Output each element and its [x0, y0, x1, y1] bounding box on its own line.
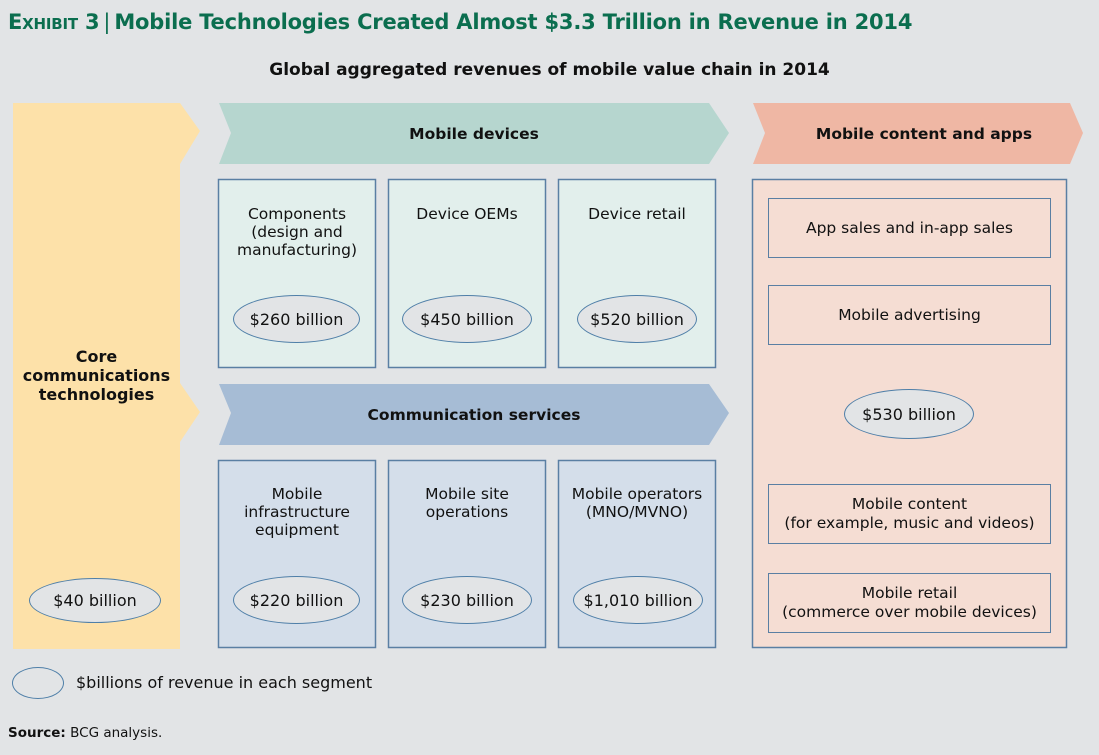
source-label: Source:	[8, 725, 66, 741]
source-note: Source: BCG analysis.	[8, 725, 162, 741]
device-retail-revenue-value: $520 billion	[577, 295, 697, 343]
exhibit-title-text: Mobile Technologies Created Almost $3.3 …	[114, 10, 913, 34]
content-item-advertising-line1: Mobile advertising	[838, 305, 981, 324]
content-item-app-sales: App sales and in-app sales	[768, 198, 1051, 258]
segment-title-infrastructure: Mobile infrastructure equipment	[244, 485, 350, 539]
mobile-content-arrow	[753, 103, 1083, 164]
communication-services-arrow	[219, 384, 729, 445]
content-item-mobile-content-line1: Mobile content	[851, 495, 968, 513]
core-revenue-value: $40 billion	[29, 578, 161, 623]
site-operations-revenue-value: $230 billion	[402, 576, 532, 624]
segment-title-mobile-operators: Mobile operators (MNO/MVNO)	[571, 485, 703, 521]
chart-subtitle: Global aggregated revenues of mobile val…	[269, 60, 830, 80]
content-item-advertising: Mobile advertising	[768, 285, 1051, 345]
content-item-mobile-retail-line2: (commerce over mobile devices)	[782, 603, 1037, 621]
segment-title-device-retail: Device retail	[588, 205, 686, 223]
communication-services-label: Communication services	[367, 405, 581, 424]
core-column-shape	[13, 103, 200, 649]
mobile-devices-arrow	[219, 103, 729, 164]
mobile-operators-revenue-value: $1,010 billion	[573, 576, 703, 624]
segment-title-device-oems: Device OEMs	[416, 205, 518, 223]
core-technologies-label: Core communications technologies	[22, 346, 171, 404]
content-item-mobile-retail-line1: Mobile retail	[861, 584, 958, 602]
exhibit-label: Exhibit 3	[8, 10, 100, 34]
legend-oval-icon	[12, 667, 64, 699]
mobile-devices-label: Mobile devices	[409, 124, 539, 143]
device-oems-revenue-value: $450 billion	[402, 295, 532, 343]
content-apps-revenue-value: $530 billion	[844, 389, 974, 439]
title-separator: |	[103, 10, 111, 34]
components-revenue-value: $260 billion	[233, 295, 360, 343]
content-item-mobile-content-line2: (for example, music and videos)	[784, 514, 1035, 532]
segment-title-site-operations: Mobile site operations	[425, 485, 509, 521]
content-item-app-sales-line1: App sales and in-app sales	[805, 218, 1014, 237]
infrastructure-revenue-value: $220 billion	[233, 576, 360, 624]
segment-title-components: Components (design and manufacturing)	[236, 205, 357, 259]
legend-text: $billions of revenue in each segment	[76, 673, 373, 692]
mobile-content-label: Mobile content and apps	[815, 124, 1033, 143]
exhibit-title: Exhibit 3 | Mobile Technologies Created Al…	[8, 10, 912, 34]
source-text: BCG analysis.	[70, 725, 163, 741]
content-item-mobile-content: Mobile content (for example, music and v…	[768, 484, 1051, 544]
content-item-mobile-retail: Mobile retail (commerce over mobile devi…	[768, 573, 1051, 633]
